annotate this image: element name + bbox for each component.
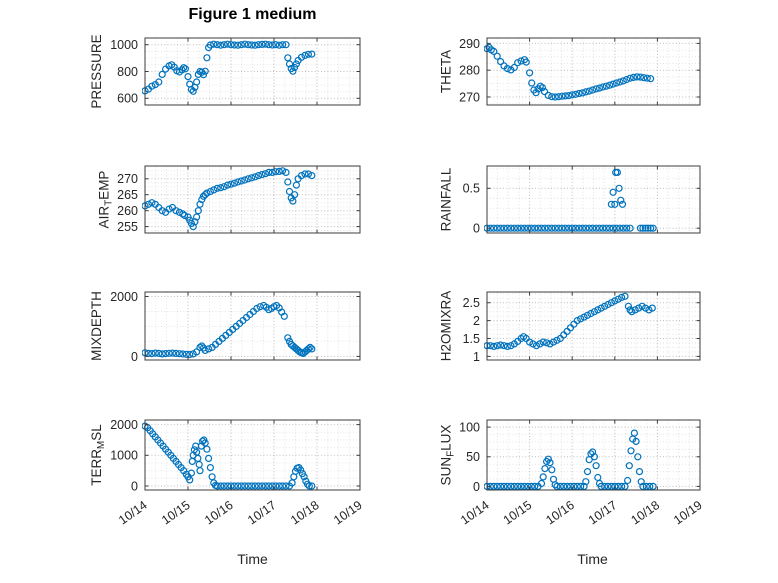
y-tick-label: 255 [117,220,138,234]
y-axis-label: SUNFLUX [438,425,456,486]
subplot-sun-flux: 0 50 100 10/14 10/15 10/16 10/17 10/18 10/19 SUNF… [438,419,705,527]
y-tick-label: 0 [131,350,138,364]
y-tick-label: 600 [117,92,138,106]
scatter-markers [142,167,316,231]
x-tick-label: 10/17 [586,498,620,527]
x-tick-label: 10/15 [501,498,535,527]
y-axis-label: AIRTEMP [96,171,114,229]
y-tick-label: 270 [459,90,480,104]
subplot-rainfall: 0 0.5 RAINFALL [438,165,701,236]
subplot-theta: 270 280 290 THETA [438,37,701,106]
y-tick-label: 0.5 [463,182,480,196]
y-axis-label: THETA [438,50,453,93]
y-tick-label: 2.5 [463,296,480,310]
y-tick-label: 50 [466,450,480,464]
subplot-h2omixra: 1 1.5 2 2.5 H2OMIXRA [438,291,701,364]
y-axis-label: MIXDEPTH [89,291,104,361]
y-tick-label: 0 [131,479,138,493]
y-tick-label: 2000 [110,418,138,432]
x-tick-label: 10/19 [671,498,705,527]
subplot-terr-msl: 0 1000 2000 10/14 10/15 10/16 10/17 10/18 10/19 T… [89,418,365,527]
y-tick-label: 1000 [110,38,138,52]
y-tick-label: 1000 [110,449,138,463]
scatter-markers [142,422,316,490]
y-tick-label: 0 [473,480,480,494]
y-tick-label: 290 [459,37,480,51]
x-axis-label-right: Time [577,551,608,567]
y-axis-label: H2OMIXRA [438,291,453,362]
subplot-pressure: 600 800 1000 PRESSURE [89,34,361,109]
scatter-markers [484,292,656,350]
scatter-markers [142,40,316,95]
x-tick-label: 10/18 [288,498,322,527]
y-tick-label: 0 [473,222,480,236]
y-tick-label: 1.5 [463,332,480,346]
subplot-mixdepth: 0 2000 MIXDEPTH [89,290,361,364]
y-tick-label: 1 [473,350,480,364]
x-tick-label: 10/16 [543,498,577,527]
y-tick-label: 280 [459,64,480,78]
y-tick-label: 800 [117,65,138,79]
figure-title: Figure 1 medium [188,6,317,23]
y-tick-label: 265 [117,188,138,202]
y-tick-label: 100 [459,420,480,434]
x-tick-label: 10/14 [116,498,150,527]
x-tick-label: 10/15 [159,498,193,527]
scatter-markers [484,429,657,490]
y-axis-label: RAINFALL [438,167,453,231]
x-tick-label: 10/14 [458,498,492,527]
x-tick-label: 10/18 [628,498,662,527]
y-axis-label: PRESSURE [89,34,104,108]
scatter-markers [142,301,316,359]
scatter-markers [484,43,655,101]
x-tick-label: 10/19 [331,498,365,527]
x-tick-label: 10/17 [245,498,279,527]
y-tick-label: 270 [117,172,138,186]
y-tick-label: 2000 [110,290,138,304]
scatter-markers [484,168,657,232]
y-tick-label: 260 [117,204,138,218]
y-axis-label: TERRMSL [89,424,107,486]
y-tick-label: 2 [473,314,480,328]
x-axis-label-left: Time [237,551,268,567]
x-tick-label: 10/16 [202,498,236,527]
